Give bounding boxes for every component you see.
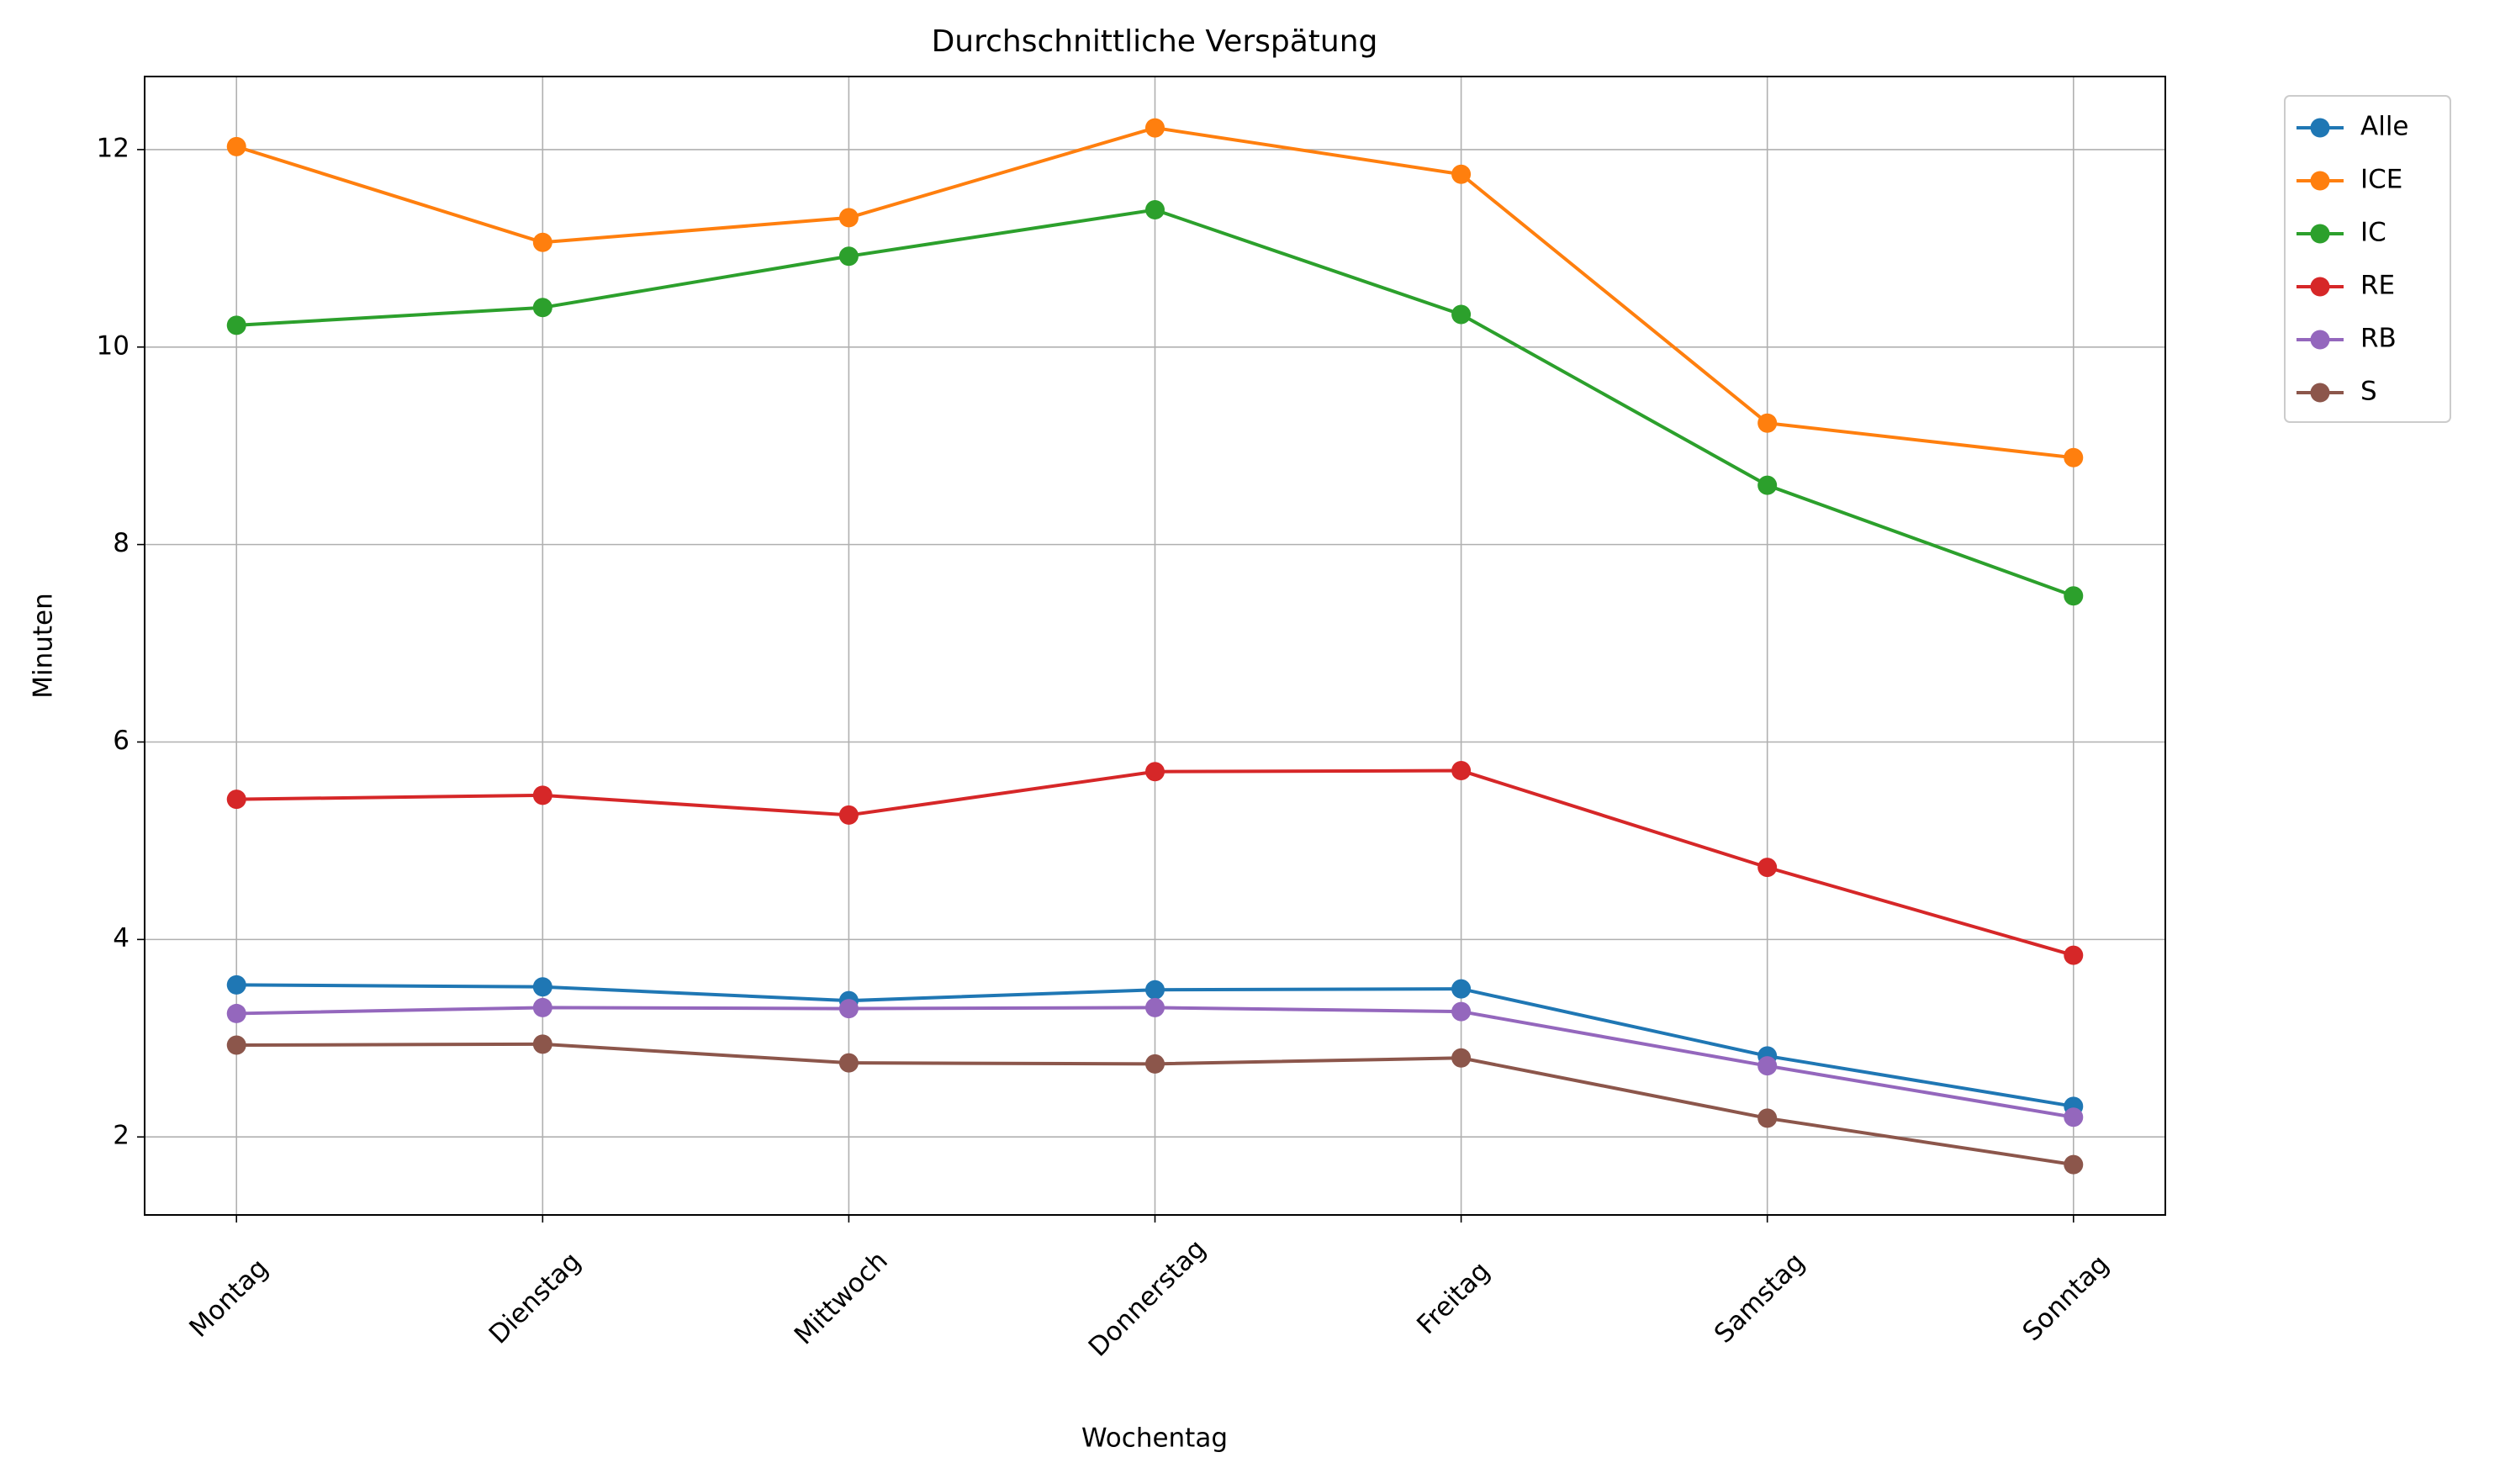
point <box>1757 1056 1778 1076</box>
point <box>2064 447 2084 467</box>
point <box>532 298 552 318</box>
point <box>226 974 246 995</box>
legend-marker <box>2310 383 2330 403</box>
point <box>1451 1001 1472 1022</box>
point <box>2064 945 2084 965</box>
y-tick-label: 2 <box>113 1121 129 1151</box>
legend-box <box>2284 95 2451 423</box>
legend-label: RB <box>2360 324 2397 354</box>
legend-marker <box>2310 330 2330 350</box>
point <box>2064 1154 2084 1175</box>
point <box>838 246 859 267</box>
point <box>1451 304 1472 325</box>
point <box>1451 1048 1472 1068</box>
x-axis-label: Wochentag <box>1081 1423 1228 1454</box>
point <box>838 999 859 1019</box>
point <box>1451 979 1472 999</box>
legend-marker <box>2310 277 2330 297</box>
point <box>1757 1108 1778 1128</box>
point <box>532 997 552 1017</box>
y-tick-label: 10 <box>97 330 129 361</box>
legend-marker <box>2310 118 2330 138</box>
y-tick-label: 8 <box>113 528 129 558</box>
chart-title: Durchschnittliche Verspätung <box>932 24 1378 59</box>
point <box>1145 980 1165 1000</box>
point <box>1145 1054 1165 1074</box>
point <box>1757 858 1778 878</box>
point <box>1145 118 1165 138</box>
legend-marker <box>2310 224 2330 244</box>
point <box>838 1053 859 1073</box>
point <box>226 136 246 156</box>
y-tick-label: 4 <box>113 923 129 953</box>
legend-label: S <box>2360 377 2377 407</box>
point <box>532 785 552 805</box>
point <box>1451 164 1472 184</box>
y-axis-label: Minuten <box>29 593 59 699</box>
point <box>532 232 552 252</box>
point <box>226 315 246 335</box>
point <box>2064 586 2084 606</box>
legend-label: IC <box>2360 218 2386 248</box>
point <box>1451 761 1472 781</box>
point <box>226 1035 246 1055</box>
point <box>838 208 859 228</box>
plot-frame <box>144 76 2166 1216</box>
point <box>532 1034 552 1054</box>
point <box>532 977 552 997</box>
point <box>226 1003 246 1023</box>
point <box>1145 200 1165 220</box>
point <box>226 790 246 810</box>
y-tick-label: 6 <box>113 726 129 756</box>
legend-label: ICE <box>2360 165 2402 195</box>
point <box>2064 1107 2084 1128</box>
point <box>838 805 859 825</box>
point <box>1145 762 1165 782</box>
point <box>1145 997 1165 1017</box>
legend-label: Alle <box>2360 112 2409 142</box>
point <box>1757 475 1778 495</box>
y-tick-label: 12 <box>97 133 129 163</box>
legend-label: RE <box>2360 271 2395 301</box>
legend-marker <box>2310 171 2330 191</box>
point <box>1757 413 1778 433</box>
